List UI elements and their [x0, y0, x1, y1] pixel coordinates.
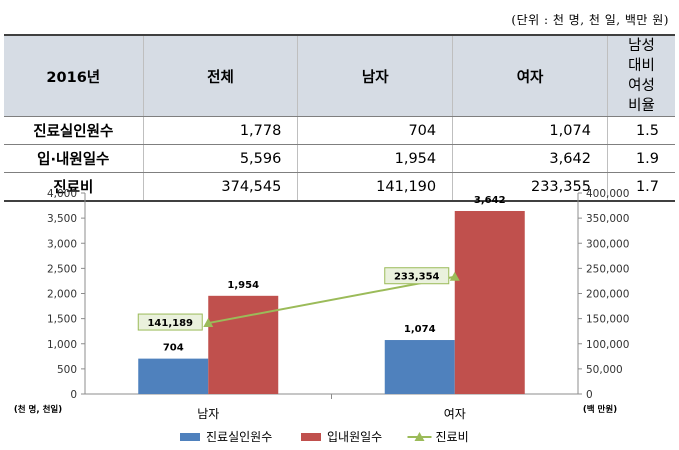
legend-marker [414, 432, 425, 441]
table-header-row: 2016년 전체 남자 여자 남성대비 여성 비율 [4, 34, 675, 117]
y-left-tick-label: 3,500 [47, 213, 77, 225]
y-left-tick-label: 2,000 [47, 289, 77, 301]
legend-label: 입내원일수 [327, 430, 382, 444]
cell-ratio: 1.9 [606, 144, 675, 173]
header-year: 2016년 [4, 34, 144, 117]
y-right-tick-label: 0 [586, 389, 593, 401]
table-row: 입·내원일수 5,596 1,954 3,642 1.9 [4, 144, 675, 173]
line-marker [203, 318, 214, 328]
line-series [208, 275, 455, 325]
table-row: 진료비 374,545 141,190 233,355 1.7 [4, 172, 675, 202]
y-left-unit: (천 명, 천일) [14, 404, 62, 415]
cell-female: 3,642 [452, 144, 608, 173]
y-left-tick-label: 500 [57, 364, 77, 376]
legend-label: 진료실인원수 [206, 430, 272, 444]
y-left-tick-label: 1,500 [47, 314, 77, 326]
bar [208, 295, 279, 394]
cell-total: 5,596 [142, 144, 298, 173]
header-female: 여자 [452, 34, 608, 117]
y-right-tick-label: 50,000 [586, 364, 623, 376]
combo-chart: 0 500 1,000 1,500 2,000 2,500 3,000 3,500 4,000 0… [14, 188, 630, 444]
x-tick-label: 남자 [197, 407, 219, 421]
bar-data-label: 704 [163, 343, 184, 354]
legend-swatch [301, 433, 321, 441]
y-left-tick-label: 0 [70, 389, 77, 401]
y-left-tick-label: 2,500 [47, 263, 77, 275]
header-total: 전체 [142, 34, 298, 117]
y-right-tick-label: 100,000 [586, 339, 629, 351]
line-data-label-box [384, 267, 450, 285]
y-right-unit: (백 만원) [583, 404, 617, 415]
y-left-tick-label: 4,000 [47, 188, 77, 200]
y-right-tick-label: 350,000 [586, 213, 629, 225]
y-right-tick-label: 150,000 [586, 314, 629, 326]
bar [138, 358, 209, 394]
row-label: 진료비 [4, 172, 144, 202]
header-ratio-line2: 비율 [628, 98, 655, 114]
x-tick-label: 여자 [444, 407, 466, 421]
line-data-label: 233,354 [394, 272, 440, 283]
bar [384, 340, 455, 394]
cell-female: 1,074 [452, 116, 608, 145]
header-ratio: 남성대비 여성 비율 [606, 34, 675, 117]
cell-male: 141,190 [297, 172, 453, 202]
cell-total: 1,778 [142, 116, 298, 145]
legend-swatch [180, 433, 200, 441]
cell-male: 1,954 [297, 144, 453, 173]
cell-total: 374,545 [142, 172, 298, 202]
line-data-label-box [137, 313, 203, 331]
y-left-tick-label: 3,000 [47, 238, 77, 250]
legend-label: 진료비 [436, 430, 469, 444]
bar-data-label: 3,642 [474, 195, 506, 206]
cell-ratio: 1.7 [606, 172, 675, 202]
cell-female: 233,355 [452, 172, 608, 202]
y-right-tick-label: 300,000 [586, 238, 629, 250]
summary-table: 2016년 전체 남자 여자 남성대비 여성 비율 진료실인원수 1,778 7… [4, 34, 675, 202]
cell-male: 704 [297, 116, 453, 145]
bar-data-label: 1,954 [227, 280, 259, 291]
header-male: 남자 [297, 34, 453, 117]
row-label: 입·내원일수 [4, 144, 144, 173]
unit-note: (단위 : 천 명, 천 일, 백만 원) [511, 13, 669, 27]
bar-data-label: 1,074 [404, 324, 436, 335]
row-label: 진료실인원수 [4, 116, 144, 145]
y-right-tick-label: 200,000 [586, 289, 629, 301]
cell-ratio: 1.5 [606, 116, 675, 145]
y-left-tick-label: 1,000 [47, 339, 77, 351]
table-row: 진료실인원수 1,778 704 1,074 1.5 [4, 116, 675, 145]
bar [454, 210, 525, 394]
y-right-tick-label: 250,000 [586, 263, 629, 275]
line-marker [449, 271, 460, 281]
line-data-label: 141,189 [147, 318, 193, 329]
y-right-tick-label: 400,000 [586, 188, 629, 200]
header-ratio-line1: 남성대비 여성 [628, 38, 655, 94]
